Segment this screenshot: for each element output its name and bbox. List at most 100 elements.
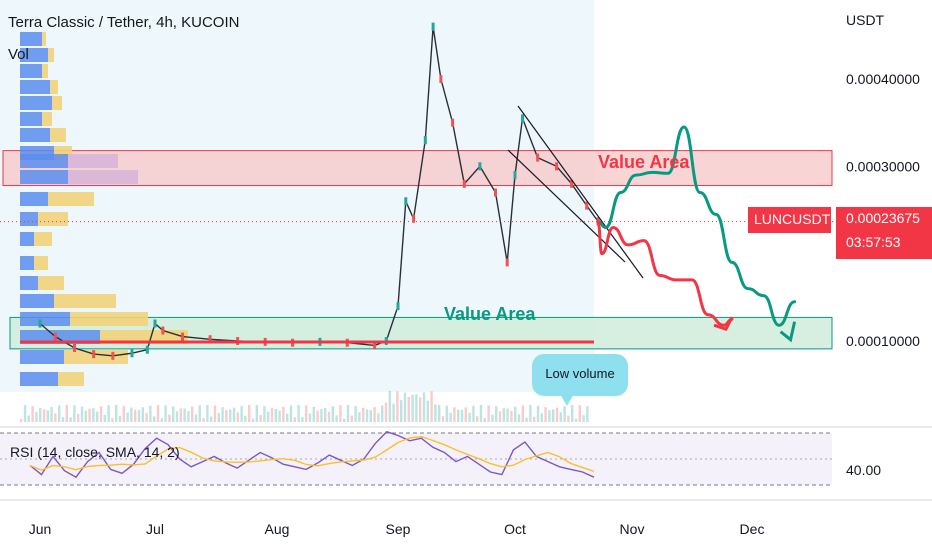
volume-bar: [419, 397, 422, 422]
price-candle: [505, 258, 509, 267]
volume-bar: [415, 394, 418, 422]
volume-bar: [403, 392, 407, 422]
volume-bar: [544, 407, 547, 422]
price-candle: [396, 302, 400, 311]
volume-bar: [335, 415, 338, 422]
volume-bar: [343, 418, 346, 422]
price-candle: [521, 114, 525, 123]
volume-bar: [145, 412, 148, 422]
chart-title: Terra Classic / Tether, 4h, KUCOIN: [8, 14, 240, 31]
price-candle: [536, 153, 540, 162]
volume-bar: [187, 411, 190, 422]
volume-bar: [122, 405, 125, 422]
volume-bar: [339, 405, 342, 422]
volume-bar: [529, 405, 532, 422]
volume-bar: [69, 417, 72, 422]
price-candle: [494, 188, 497, 197]
volume-bar: [77, 413, 80, 422]
volume-bar: [324, 407, 327, 422]
volume-bar: [548, 410, 551, 422]
profile-bar-buy: [20, 64, 42, 78]
price-candle: [130, 349, 134, 358]
profile-bar-buy: [20, 48, 48, 62]
price-candle: [161, 326, 165, 335]
volume-bar: [358, 412, 361, 422]
volume-bar: [422, 392, 426, 422]
volume-bar: [61, 416, 65, 422]
rsi-tick-label: 40.00: [846, 462, 882, 478]
volume-bar: [502, 408, 505, 422]
volume-bar: [232, 407, 236, 422]
volume-bar: [217, 413, 220, 422]
volume-bar: [164, 405, 167, 422]
volume-bar: [464, 407, 467, 422]
profile-bar-buy: [20, 372, 58, 386]
volume-bar: [331, 406, 334, 422]
volume-bar: [206, 405, 209, 422]
volume-bar: [445, 405, 448, 422]
volume-bar: [134, 409, 137, 422]
volume-bar: [27, 415, 30, 422]
volume-bar: [130, 407, 133, 422]
volume-bar: [221, 407, 224, 422]
y-tick-label: 0.00010000: [846, 333, 920, 349]
price-candle: [431, 22, 435, 31]
volume-bar: [240, 405, 243, 422]
volume-bar: [453, 407, 456, 422]
volume-bar: [354, 405, 357, 422]
volume-bar: [578, 405, 581, 422]
volume-bar: [23, 405, 27, 422]
volume-bar: [438, 405, 441, 422]
volume-bar: [46, 410, 49, 422]
volume-bar: [346, 405, 350, 422]
volume-bar: [381, 405, 384, 422]
volume-bar: [510, 410, 513, 422]
symbol-tag: [748, 207, 831, 233]
volume-bar: [255, 405, 258, 422]
x-tick-label: Aug: [265, 521, 290, 537]
volume-bar: [54, 413, 57, 422]
x-tick-label: Sep: [386, 521, 411, 537]
projection-bull-arrow: [779, 321, 797, 343]
profile-bar-sell: [48, 192, 94, 206]
price-tag-value: 0.00023675: [846, 210, 920, 226]
volume-bar: [153, 416, 156, 422]
price-tag: [836, 207, 932, 259]
price-candle: [412, 214, 416, 223]
volume-bar: [411, 394, 414, 422]
rsi-ma-line: [29, 435, 595, 473]
volume-bar: [400, 400, 403, 422]
x-tick-label: Jun: [29, 521, 52, 537]
volume-label: Vol: [8, 46, 29, 63]
volume-bar: [191, 406, 194, 422]
volume-bar: [301, 417, 304, 422]
volume-bar: [198, 405, 201, 422]
volume-bar: [263, 406, 266, 422]
volume-bar: [308, 413, 312, 422]
volume-bar: [126, 412, 129, 422]
volume-bar: [259, 415, 262, 422]
profile-bar-sell: [34, 232, 52, 246]
volume-bar: [39, 407, 42, 422]
profile-bar-sell: [50, 80, 58, 94]
volume-bar: [58, 405, 61, 422]
volume-bar: [31, 406, 34, 422]
profile-bar-sell: [58, 372, 84, 386]
volume-bar: [384, 402, 388, 422]
volume-bar: [156, 405, 160, 422]
profile-bar-buy: [20, 276, 38, 290]
volume-bar: [521, 405, 524, 422]
price-candle: [145, 345, 149, 354]
profile-bar-sell: [68, 170, 138, 184]
value-area-upper-label: Value Area: [598, 152, 690, 172]
volume-bar: [168, 414, 171, 422]
volume-bar: [35, 412, 38, 422]
volume-bar: [495, 406, 498, 422]
volume-bar: [559, 412, 562, 422]
y-tick-label: 0.00030000: [846, 158, 920, 174]
volume-bar: [563, 405, 566, 422]
rsi-line: [29, 430, 595, 479]
volume-bar: [449, 412, 452, 422]
volume-bar: [476, 416, 479, 422]
